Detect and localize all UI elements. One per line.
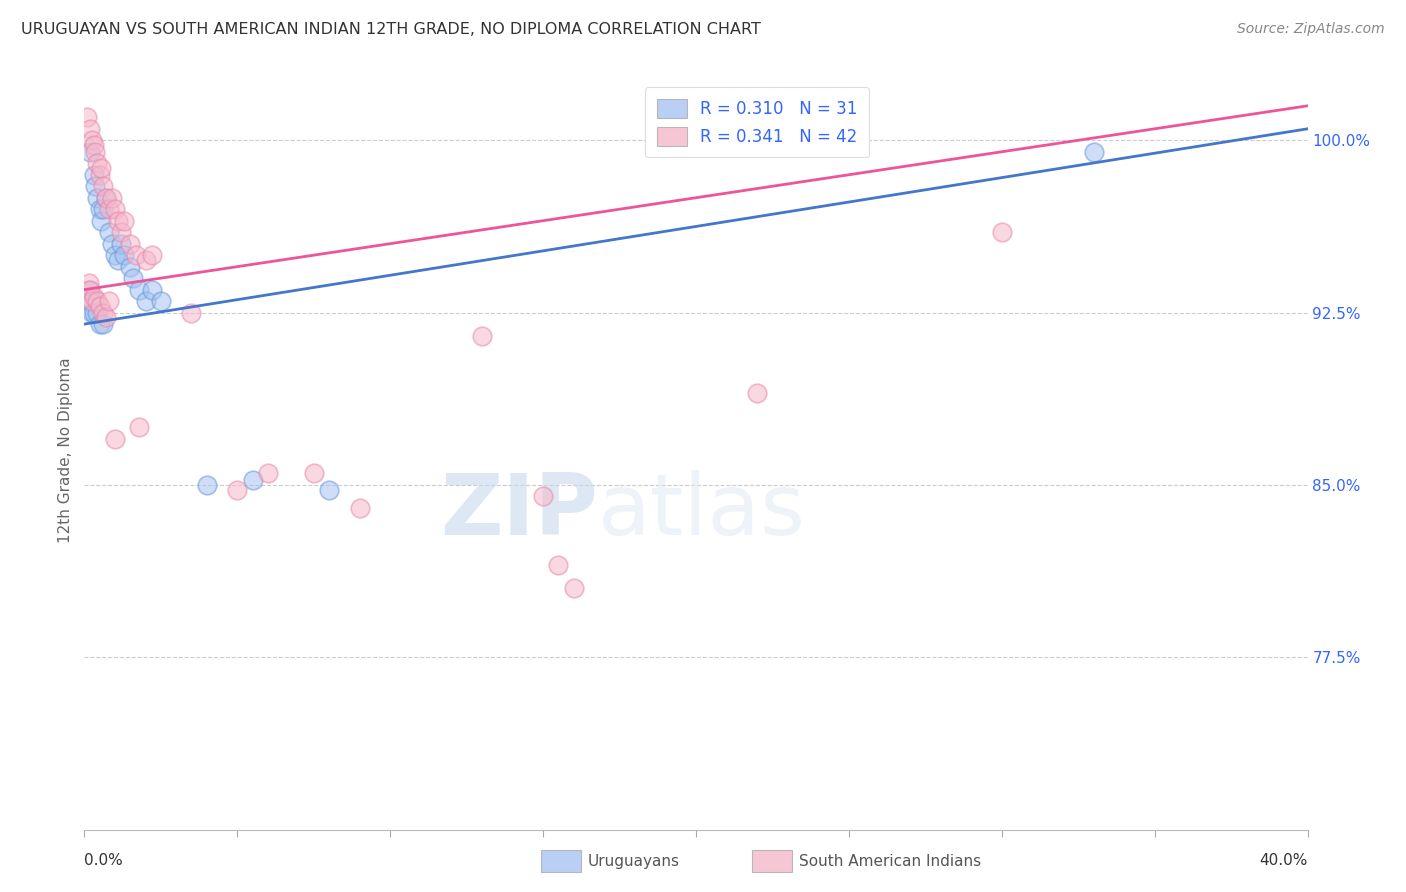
Point <box>110 225 132 239</box>
Point <box>226 483 249 497</box>
Point <box>104 248 127 262</box>
Point <box>79 145 101 159</box>
Point <box>83 168 105 182</box>
Text: South American Indians: South American Indians <box>799 855 981 869</box>
Point <box>79 283 101 297</box>
Text: ZIP: ZIP <box>440 469 598 553</box>
Point <box>97 225 120 239</box>
Point <box>89 202 111 217</box>
Point <box>94 191 117 205</box>
Point <box>302 467 325 481</box>
Point <box>91 305 114 319</box>
Point <box>120 260 142 274</box>
Point <box>86 156 108 170</box>
Point <box>97 294 120 309</box>
Point <box>89 299 111 313</box>
Point <box>120 236 142 251</box>
Point <box>86 294 108 309</box>
Point <box>90 161 112 175</box>
Point <box>76 111 98 125</box>
Point <box>747 386 769 401</box>
Point <box>1083 145 1105 159</box>
Point <box>104 432 127 446</box>
Point <box>112 213 135 227</box>
Point <box>79 294 101 309</box>
Point <box>86 305 108 319</box>
Point <box>101 236 124 251</box>
Point <box>83 289 105 303</box>
Point <box>122 271 145 285</box>
Point <box>84 145 107 159</box>
Text: Uruguayans: Uruguayans <box>588 855 679 869</box>
Point <box>79 121 101 136</box>
Point <box>349 500 371 515</box>
Point <box>128 420 150 434</box>
Point <box>80 294 103 309</box>
Point <box>77 276 100 290</box>
Legend: R = 0.310   N = 31, R = 0.341   N = 42: R = 0.310 N = 31, R = 0.341 N = 42 <box>645 87 869 158</box>
Point <box>141 248 163 262</box>
Point <box>107 213 129 227</box>
Point <box>562 582 585 596</box>
Point <box>94 310 117 325</box>
Point <box>112 248 135 262</box>
Point <box>257 467 280 481</box>
Point <box>83 305 105 319</box>
Point <box>141 283 163 297</box>
Point <box>107 252 129 267</box>
Text: 40.0%: 40.0% <box>1260 853 1308 868</box>
Point <box>91 202 114 217</box>
Point <box>97 202 120 217</box>
Point <box>89 168 111 182</box>
Point <box>86 191 108 205</box>
Text: atlas: atlas <box>598 469 806 553</box>
Point <box>318 483 340 497</box>
Point <box>149 294 172 309</box>
Point <box>125 248 148 262</box>
Point <box>80 133 103 147</box>
Text: Source: ZipAtlas.com: Source: ZipAtlas.com <box>1237 22 1385 37</box>
Point <box>90 213 112 227</box>
Point <box>94 191 117 205</box>
Point <box>531 490 554 504</box>
Point <box>101 191 124 205</box>
Point <box>77 283 100 297</box>
Point <box>80 305 103 319</box>
Point <box>180 305 202 319</box>
Point <box>89 317 111 331</box>
Point <box>242 473 264 487</box>
Point <box>135 294 157 309</box>
Point <box>991 225 1014 239</box>
Point <box>91 179 114 194</box>
Y-axis label: 12th Grade, No Diploma: 12th Grade, No Diploma <box>58 358 73 543</box>
Point <box>104 202 127 217</box>
Point <box>128 283 150 297</box>
Point <box>135 252 157 267</box>
Point <box>83 137 105 152</box>
Point <box>110 236 132 251</box>
Point <box>471 328 494 343</box>
Point <box>195 478 218 492</box>
Text: 0.0%: 0.0% <box>84 853 124 868</box>
Point <box>84 179 107 194</box>
Point <box>91 317 114 331</box>
Text: URUGUAYAN VS SOUTH AMERICAN INDIAN 12TH GRADE, NO DIPLOMA CORRELATION CHART: URUGUAYAN VS SOUTH AMERICAN INDIAN 12TH … <box>21 22 761 37</box>
Point <box>547 558 569 573</box>
